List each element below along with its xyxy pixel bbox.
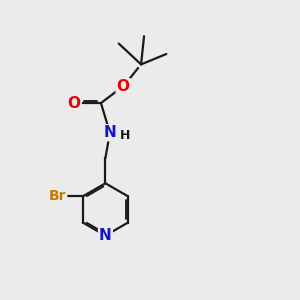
- Text: O: O: [68, 95, 81, 110]
- Text: Br: Br: [49, 189, 66, 203]
- Text: O: O: [117, 79, 130, 94]
- Text: N: N: [103, 125, 116, 140]
- Text: H: H: [120, 129, 131, 142]
- Text: N: N: [99, 228, 112, 243]
